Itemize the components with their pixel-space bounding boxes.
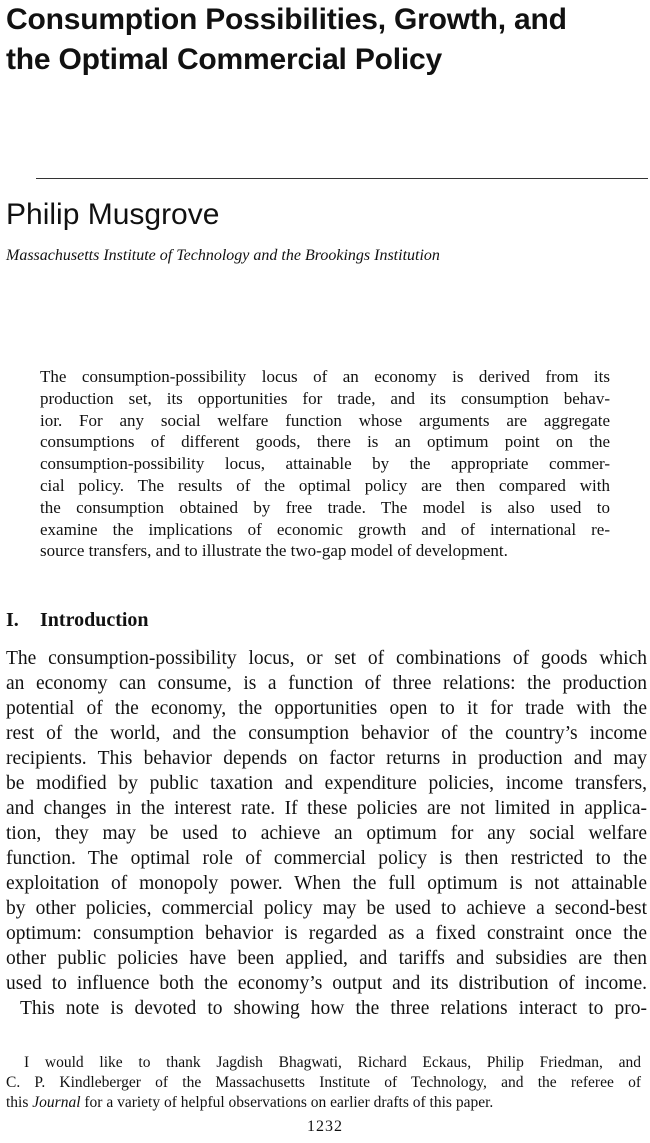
abstract-line: consumption-possibility locus, attainabl… bbox=[40, 454, 610, 474]
footnote-line: C. P. Kindleberger of the Massachusetts … bbox=[6, 1074, 641, 1091]
abstract-line: examine the implications of economic gro… bbox=[40, 519, 610, 539]
body-line: and changes in the interest rate. If the… bbox=[6, 798, 647, 819]
body-line: The consumption-possibility locus, or se… bbox=[6, 648, 647, 669]
title-divider bbox=[36, 178, 648, 179]
author-name: Philip Musgrove bbox=[6, 198, 220, 231]
body-line: an economy can consume, is a function of… bbox=[6, 673, 647, 694]
footnote-text: this bbox=[6, 1094, 33, 1111]
section-number: I. bbox=[6, 609, 19, 631]
body-line: by other policies, commercial policy may… bbox=[6, 898, 647, 919]
body-line: exploitation of monopoly power. When the… bbox=[6, 873, 647, 894]
abstract-line: ior. For any social welfare function who… bbox=[40, 410, 610, 430]
abstract-line: source transfers, and to illustrate the … bbox=[40, 541, 508, 561]
section-heading: I. Introduction bbox=[6, 606, 149, 634]
footnote: I would like to thank Jagdish Bhagwati, … bbox=[6, 1053, 641, 1113]
article-title: Consumption Possibilities, Growth, and t… bbox=[6, 0, 646, 80]
journal-name: Journal bbox=[32, 1094, 81, 1111]
footnote-text: for a variety of helpful observations on… bbox=[80, 1094, 494, 1111]
body-line: used to influence both the economy’s out… bbox=[6, 973, 647, 994]
body-line: recipients. This behavior depends on fac… bbox=[6, 748, 647, 769]
body-line: tion, they may be used to achieve an opt… bbox=[6, 823, 647, 844]
abstract-line: consumptions of different goods, there i… bbox=[40, 432, 610, 452]
page-number: 1232 bbox=[307, 1118, 343, 1135]
abstract-line: the consumption obtained by free trade. … bbox=[40, 497, 610, 517]
abstract-line: production set, its opportunities for tr… bbox=[40, 388, 610, 408]
abstract-line: The consumption-possibility locus of an … bbox=[40, 367, 610, 386]
abstract-line: cial policy. The results of the optimal … bbox=[40, 475, 610, 495]
author-affiliation: Massachusetts Institute of Technology an… bbox=[6, 247, 440, 264]
body-line: function. The optimal role of commercial… bbox=[6, 848, 647, 869]
body-line: optimum: consumption behavior is regarde… bbox=[6, 923, 647, 944]
body-line: be modified by public taxation and expen… bbox=[6, 773, 647, 794]
body-line: This note is devoted to showing how the … bbox=[20, 998, 647, 1019]
section-title: Introduction bbox=[40, 609, 149, 631]
body-line: potential of the economy, the opportunit… bbox=[6, 698, 647, 719]
abstract: The consumption-possibility locus of an … bbox=[40, 366, 610, 562]
footnote-line: I would like to thank Jagdish Bhagwati, … bbox=[24, 1054, 641, 1071]
body-line: rest of the world, and the consumption b… bbox=[6, 723, 647, 744]
body-text: The consumption-possibility locus, or se… bbox=[6, 646, 647, 1021]
title-line: Consumption Possibilities, Growth, and bbox=[6, 3, 567, 36]
title-line: the Optimal Commercial Policy bbox=[6, 43, 442, 76]
body-line: other public policies have been applied,… bbox=[6, 948, 647, 969]
footnote-line: this Journal for a variety of helpful ob… bbox=[6, 1093, 641, 1113]
